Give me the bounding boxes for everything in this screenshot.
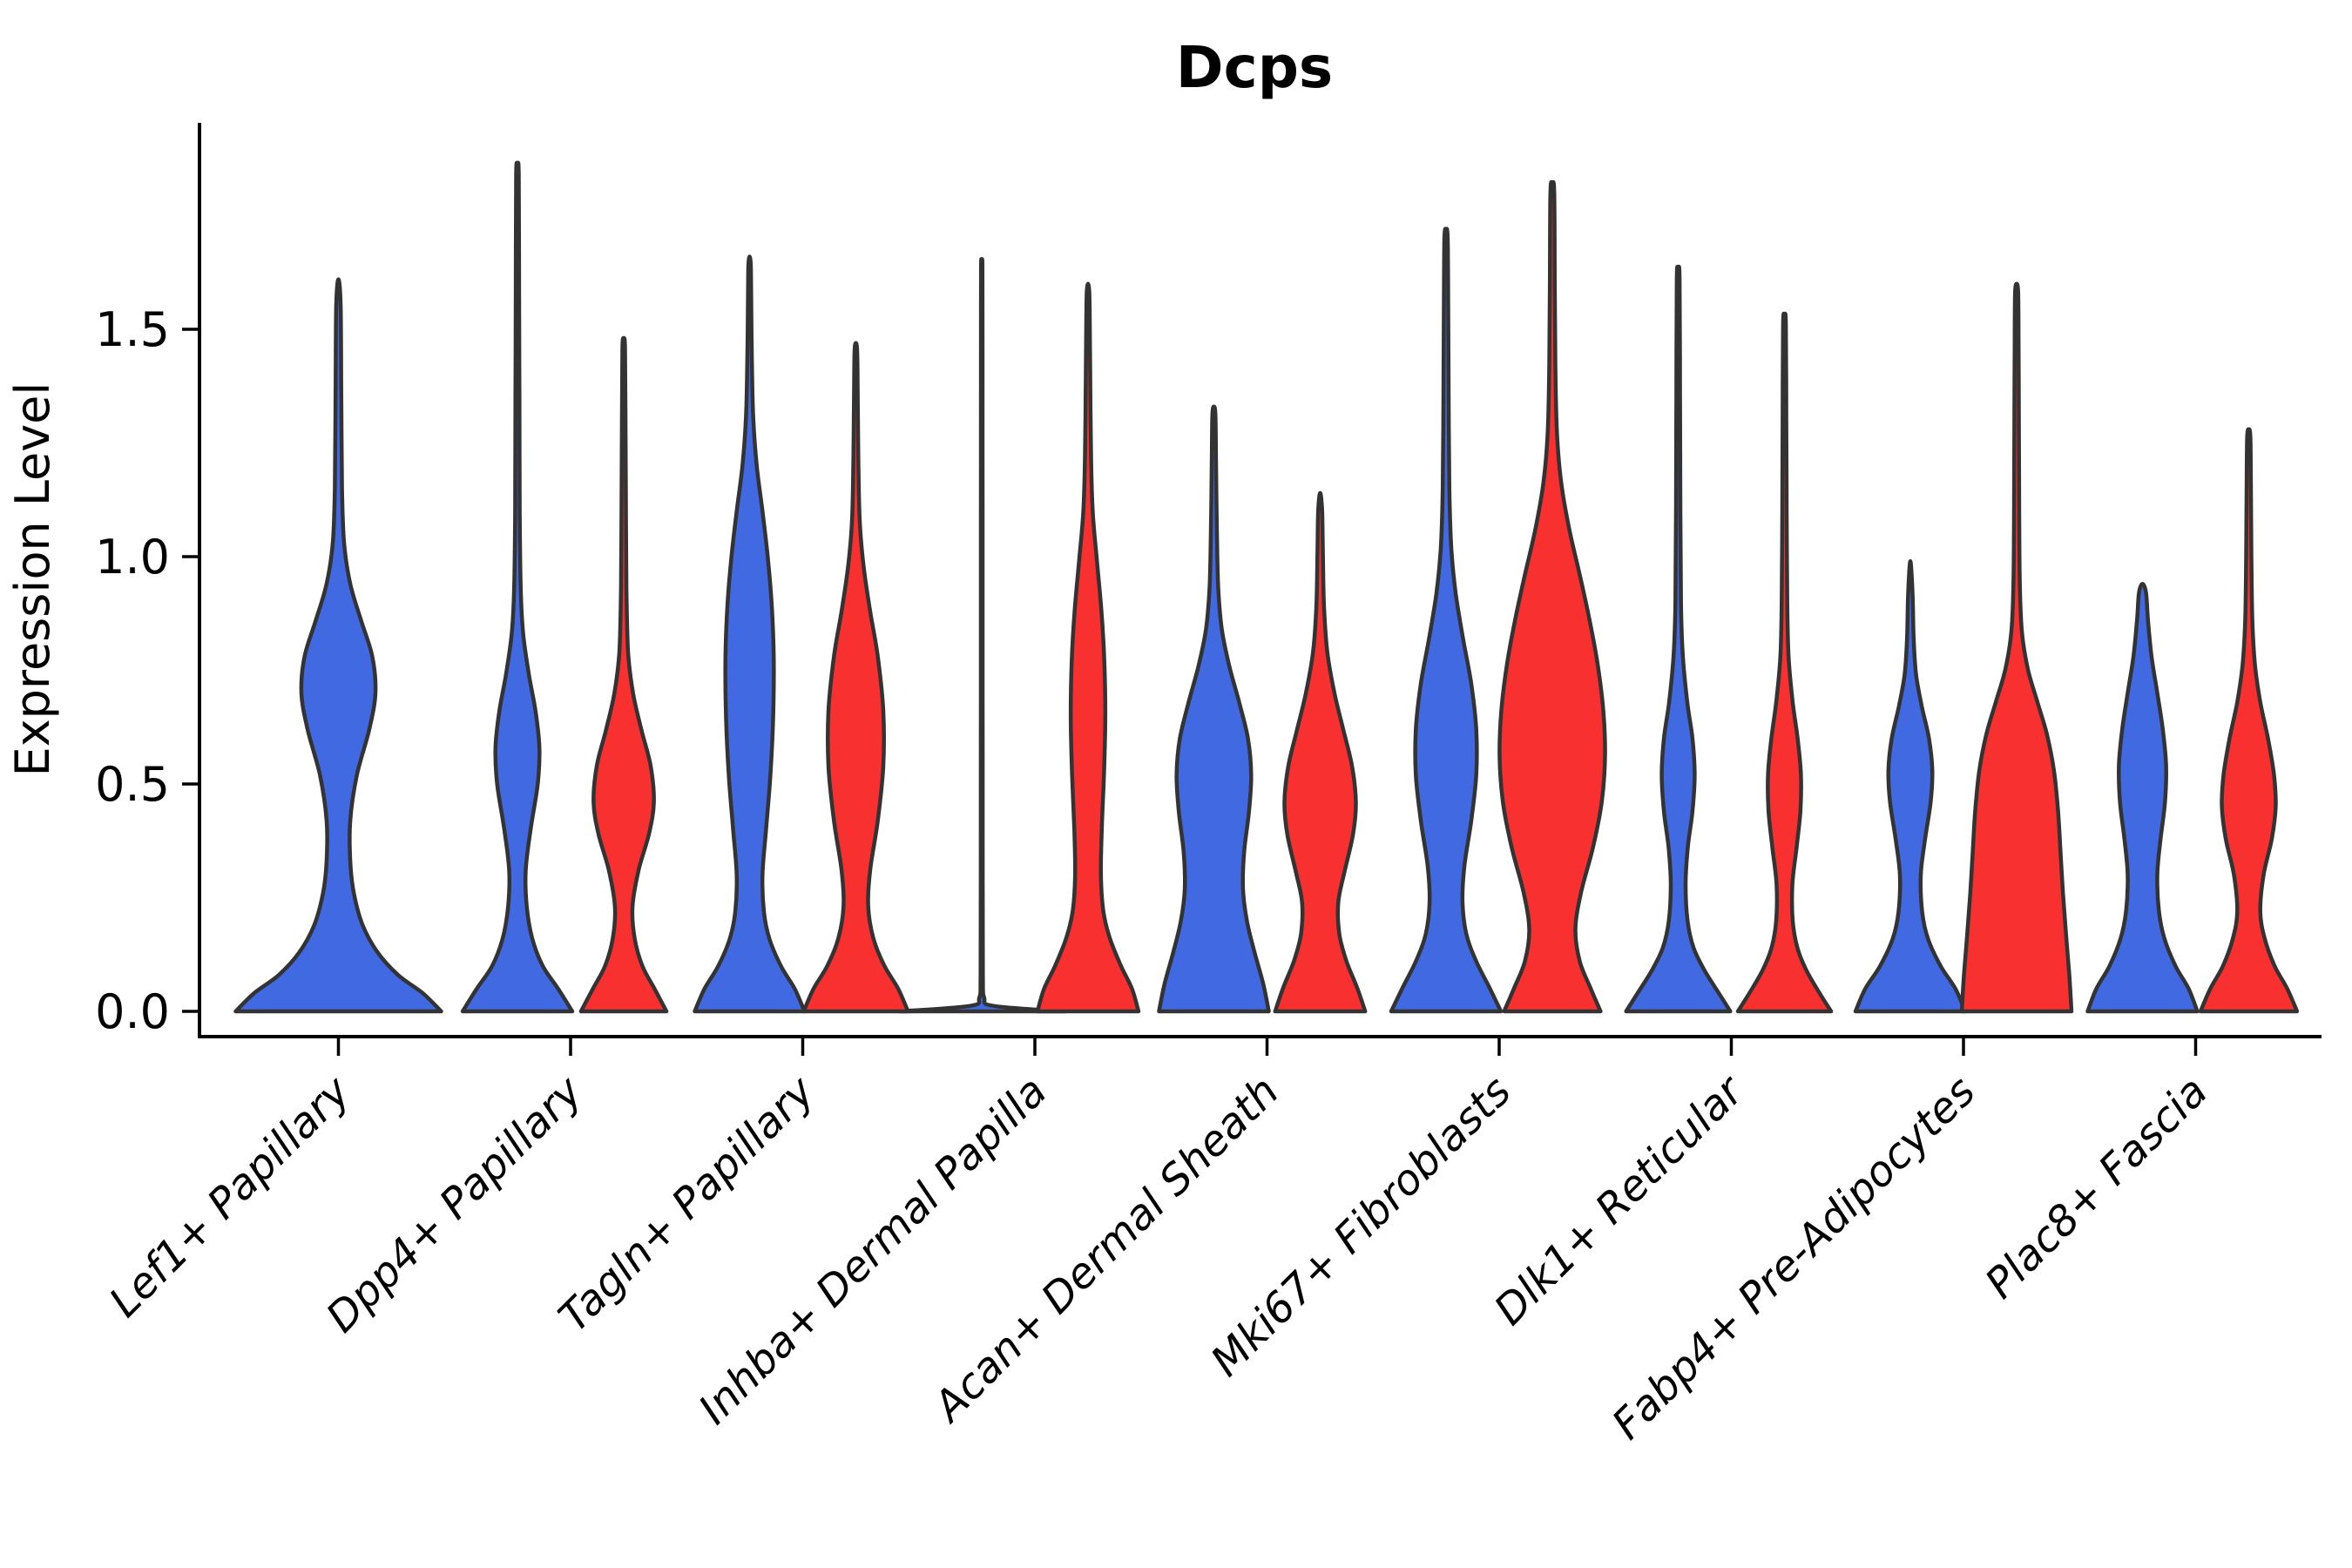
violin-dlk1-reticular-red bbox=[1735, 311, 1834, 1014]
violin-acan-dermal-sheath-blue bbox=[1157, 404, 1271, 1014]
violin-fabp4-pre-adipocytes-blue bbox=[1853, 558, 1968, 1014]
plot-title: Dcps bbox=[1176, 34, 1333, 101]
violin-plac8-fascia-blue bbox=[2085, 582, 2200, 1014]
x-tick-label: Dpp4+ Papillary bbox=[317, 1066, 592, 1342]
violin-fabp4-pre-adipocytes-red bbox=[1959, 281, 2074, 1014]
y-tick-label: 1.0 bbox=[95, 530, 170, 585]
x-tick-label: Lef1+ Papillary bbox=[100, 1066, 361, 1327]
violin-mki67-fibroblasts-blue bbox=[1389, 226, 1504, 1014]
violin-inhba-dermal-papilla-red bbox=[1035, 281, 1141, 1014]
violin-dlk1-reticular-blue bbox=[1624, 264, 1733, 1014]
y-tick-label: 0.5 bbox=[95, 757, 170, 812]
violin-dpp4-papillary-blue bbox=[460, 160, 575, 1014]
violin-lef1-papillary-blue bbox=[233, 277, 443, 1014]
y-tick-label: 1.5 bbox=[95, 302, 170, 357]
violin-acan-dermal-sheath-red bbox=[1273, 490, 1368, 1014]
violin-mki67-fibroblasts-red bbox=[1497, 179, 1607, 1014]
violin-plac8-fascia-red bbox=[2198, 427, 2300, 1014]
violin-tagln-papillary-blue bbox=[693, 254, 807, 1014]
violin-dpp4-papillary-red bbox=[578, 335, 669, 1014]
x-tick-label: Tagln+ Papillary bbox=[550, 1066, 825, 1342]
y-tick-label: 0.0 bbox=[95, 984, 170, 1039]
violin-inhba-dermal-papilla-blue bbox=[896, 257, 1067, 1014]
y-axis-label: Expression Level bbox=[5, 382, 60, 777]
x-tick-label: Plac8+ Fascia bbox=[1976, 1067, 2217, 1308]
violin-tagln-papillary-red bbox=[801, 341, 910, 1014]
violins-layer bbox=[233, 160, 2300, 1014]
x-tick-label: Dlk1+ Reticular bbox=[1485, 1065, 1755, 1335]
